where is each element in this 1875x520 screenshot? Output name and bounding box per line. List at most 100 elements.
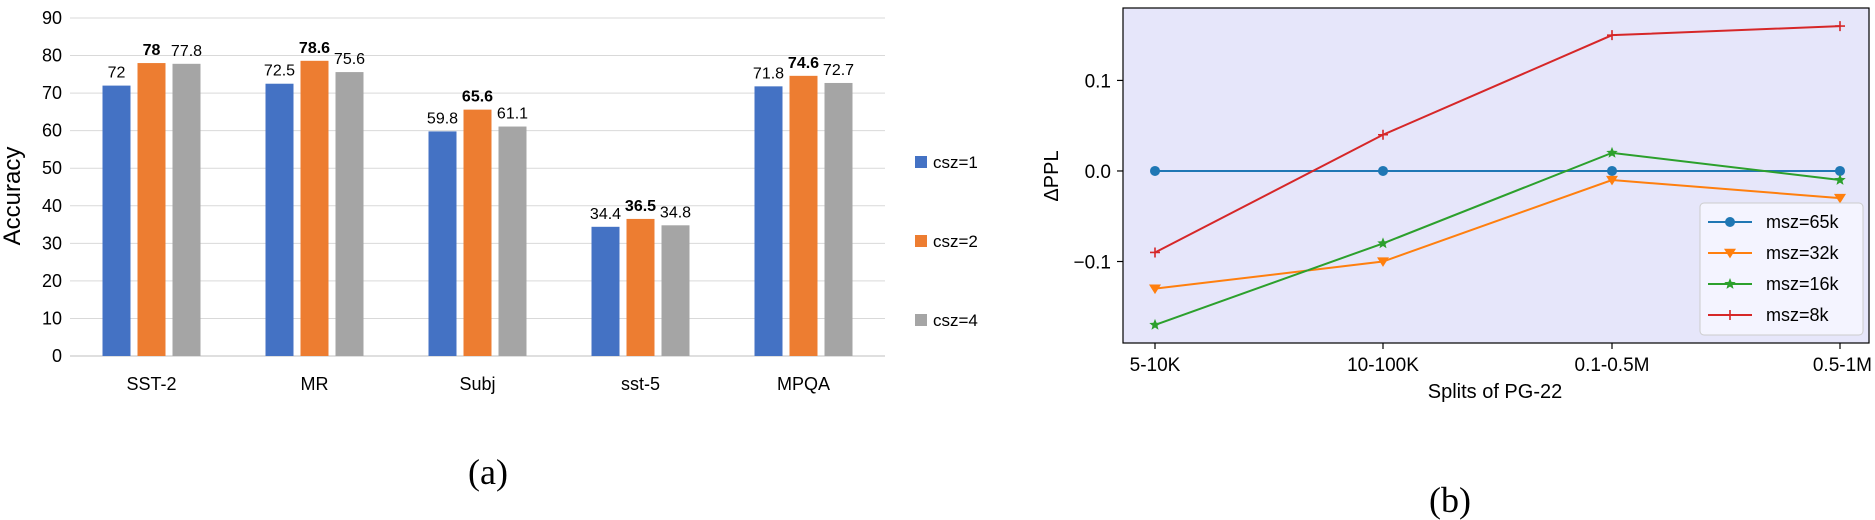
a-bar-csz-4-sst-5 [661, 225, 690, 356]
a-bar-csz-1-subj [428, 131, 457, 356]
b-point-msz-65k-0-1-0-5m [1607, 165, 1617, 176]
panel-b-label: (b) [1429, 480, 1471, 520]
panel-b-line-chart: −0.1 0.0 0.1 5-10K 10-100K 0.1-0.5M 0.5-1M Sp… [1041, 7, 1872, 520]
a-bar-csz-2-sst-5 [626, 218, 655, 356]
a-y-tick-label: 70 [42, 83, 62, 103]
b-legend-marker-msz-16k [1724, 278, 1736, 289]
b-y-tick-labels: −0.1 0.0 0.1 [1073, 71, 1111, 273]
a-bar-label-csz-4-sst-5: 34.8 [660, 204, 691, 221]
a-bar-value-labels: 72 78 77.8 72.578.675.6 59.865.661.1 34.4 36.5… [108, 40, 855, 223]
b-legend: msz=65k msz=32k msz=16k msz=8k [1699, 202, 1864, 336]
b-point-msz-65k-0-5-1m [1835, 165, 1845, 176]
b-legend-label-msz-65k: msz=65k [1766, 212, 1840, 232]
b-point-msz-65k-10-100k [1378, 165, 1388, 176]
a-bar-label-csz-2-mpqa: 74.6 [788, 55, 819, 72]
a-legend-swatch-csz-1 [915, 156, 927, 168]
a-bar-csz-1-sst-5 [591, 226, 620, 356]
a-legend: csz=1 csz=2 csz=4 [915, 153, 978, 330]
a-bar-csz-2-subj [463, 109, 492, 356]
a-y-tick-label: 0 [52, 346, 62, 366]
b-x-tick-label-5-10k: 5-10K [1130, 355, 1181, 376]
b-point-msz-16k-5-10k [1149, 318, 1161, 330]
a-y-tick-label: 60 [42, 121, 62, 141]
b-line-msz-32k [1154, 179, 1841, 290]
b-x-tick-label-0-5-1m: 0.5-1M [1813, 355, 1872, 376]
a-bar-label-csz-2-sst-5: 36.5 [625, 198, 656, 215]
a-bar-label-csz-1-subj: 59.8 [427, 110, 458, 127]
a-bar-label-csz-2-subj: 65.6 [462, 89, 493, 106]
b-legend-label-msz-32k: msz=32k [1766, 243, 1840, 263]
a-bar-label-csz-4-subj: 61.1 [497, 106, 528, 123]
a-bar-label-csz-1-sst-5: 34.4 [590, 206, 621, 223]
a-bar-label-csz-1-mr: 72.5 [264, 63, 295, 80]
b-series-msz-16k [1149, 146, 1846, 330]
a-bar-csz-1-sst-2 [102, 85, 131, 356]
a-legend-swatch-csz-4 [915, 314, 927, 326]
a-y-tick-labels: 0 10 20 30 40 50 60 70 80 90 [42, 8, 62, 366]
a-bar-csz-1-mpqa [754, 86, 783, 357]
b-point-msz-16k-10-100k [1377, 237, 1389, 249]
b-point-msz-16k-0-1-0-5m [1606, 146, 1618, 158]
b-legend-label-msz-8k: msz=8k [1766, 305, 1830, 325]
a-bar-label-csz-2-mr: 78.6 [299, 40, 330, 57]
a-bar-label-csz-1-sst-2: 72 [108, 65, 126, 82]
a-bar-label-csz-4-mr: 75.6 [334, 51, 365, 68]
b-point-msz-8k-0-1-0-5m [1607, 30, 1617, 41]
a-y-tick-label: 90 [42, 8, 62, 28]
a-y-axis-label: Accuracy [0, 147, 26, 246]
a-y-tick-label: 20 [42, 271, 62, 291]
b-legend-box [1699, 202, 1864, 336]
a-x-tick-label-mr: MR [301, 374, 329, 394]
panel-a-bar-chart: 0 10 20 30 40 50 60 70 80 90 Accuracy 72 78 77.8 72.… [0, 8, 978, 492]
a-bar-csz-4-mpqa [824, 82, 853, 357]
b-series-msz-65k [1150, 165, 1845, 176]
a-y-tick-label: 10 [42, 308, 62, 328]
b-legend-marker-msz-32k [1724, 248, 1736, 259]
a-legend-label-csz-2: csz=2 [933, 232, 978, 251]
b-series-msz-8k [1150, 21, 1845, 258]
a-legend-label-csz-1: csz=1 [933, 153, 978, 172]
b-line-msz-16k [1154, 151, 1841, 326]
a-bar-csz-4-subj [498, 126, 527, 356]
a-x-tick-label-mpqa: MPQA [777, 374, 830, 394]
a-legend-label-csz-4: csz=4 [933, 311, 978, 330]
b-point-msz-32k-0-1-0-5m [1606, 175, 1618, 186]
b-legend-label-msz-16k: msz=16k [1766, 274, 1840, 294]
b-point-msz-16k-0-5-1m [1834, 174, 1846, 185]
b-line-msz-8k [1154, 25, 1841, 254]
a-x-tick-labels: SST-2 MR Subj sst-5 MPQA [126, 374, 830, 394]
b-series-lines [1149, 21, 1846, 330]
a-bar-csz-2-mr [300, 60, 329, 357]
a-x-tick-label-sst-2: SST-2 [126, 374, 176, 394]
b-point-msz-32k-10-100k [1377, 257, 1389, 267]
b-point-msz-8k-0-5-1m [1835, 21, 1845, 32]
b-x-axis-label: Splits of PG-22 [1428, 381, 1563, 403]
b-point-msz-8k-10-100k [1378, 129, 1388, 140]
a-x-tick-label-sst-5: sst-5 [621, 374, 660, 394]
a-bar-label-csz-4-sst-2: 77.8 [171, 43, 202, 60]
a-bar-csz-2-sst-2 [137, 63, 166, 357]
b-y-tick-label: 0.0 [1085, 162, 1111, 183]
a-bar-csz-4-sst-2 [172, 63, 201, 356]
b-series-msz-32k [1149, 175, 1846, 295]
a-x-tick-label-subj: Subj [459, 374, 495, 394]
panel-a-label: (a) [468, 452, 508, 492]
a-y-tick-label: 50 [42, 158, 62, 178]
a-bar-label-csz-1-mpqa: 71.8 [753, 65, 784, 82]
b-point-msz-8k-5-10k [1150, 247, 1160, 258]
a-y-tick-label: 30 [42, 233, 62, 253]
a-bar-csz-1-mr [265, 83, 294, 356]
a-bars [102, 60, 853, 357]
b-y-tick-label: 0.1 [1085, 71, 1111, 92]
a-y-tick-label: 80 [42, 46, 62, 66]
b-axis-ticks [1117, 79, 1841, 349]
b-point-msz-32k-5-10k [1149, 284, 1161, 295]
a-bar-label-csz-4-mpqa: 72.7 [823, 62, 854, 79]
a-legend-swatch-csz-2 [915, 235, 927, 247]
a-bar-label-csz-2-sst-2: 78 [143, 42, 161, 59]
b-point-msz-32k-0-5-1m [1834, 193, 1846, 204]
b-legend-marker-msz-8k [1725, 310, 1735, 320]
b-point-msz-65k-5-10k [1150, 165, 1160, 176]
a-bar-csz-2-mpqa [789, 75, 818, 356]
